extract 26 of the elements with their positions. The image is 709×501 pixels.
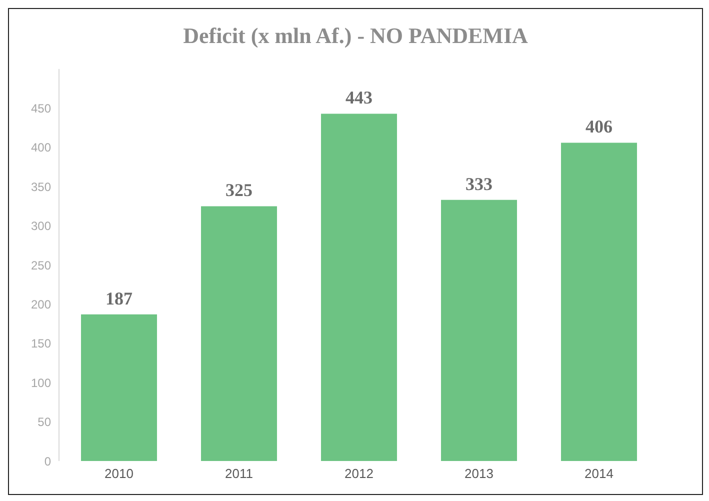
data-label: 333 [466,174,492,194]
x-tick-label: 2013 [464,466,494,482]
y-tick-label: 350 [30,180,52,194]
y-tick-label: 0 [44,454,52,468]
y-tick-label: 300 [30,219,52,234]
bar [81,314,157,461]
x-tick-label: 2014 [584,466,614,482]
bar [561,142,637,461]
chart-title: Deficit (x mln Af.) - NO PANDEMIA [182,23,529,49]
bar [441,200,517,461]
x-tick-label: 2012 [344,466,374,482]
data-label: 187 [106,288,132,308]
bar [201,206,277,461]
bar [321,114,397,461]
y-tick-label: 100 [30,376,52,390]
y-tick-label: 250 [30,258,52,272]
y-tick-label: 150 [30,336,52,351]
y-tick-label: 200 [30,297,52,312]
y-tick-label: 400 [30,140,52,155]
y-tick-label: 450 [30,101,52,116]
y-tick-label: 50 [38,415,52,430]
x-tick-label: 2011 [225,466,253,482]
x-tick-label: 2010 [104,466,134,482]
data-label: 325 [226,180,252,200]
data-label: 443 [346,88,372,108]
data-label: 406 [586,116,612,137]
